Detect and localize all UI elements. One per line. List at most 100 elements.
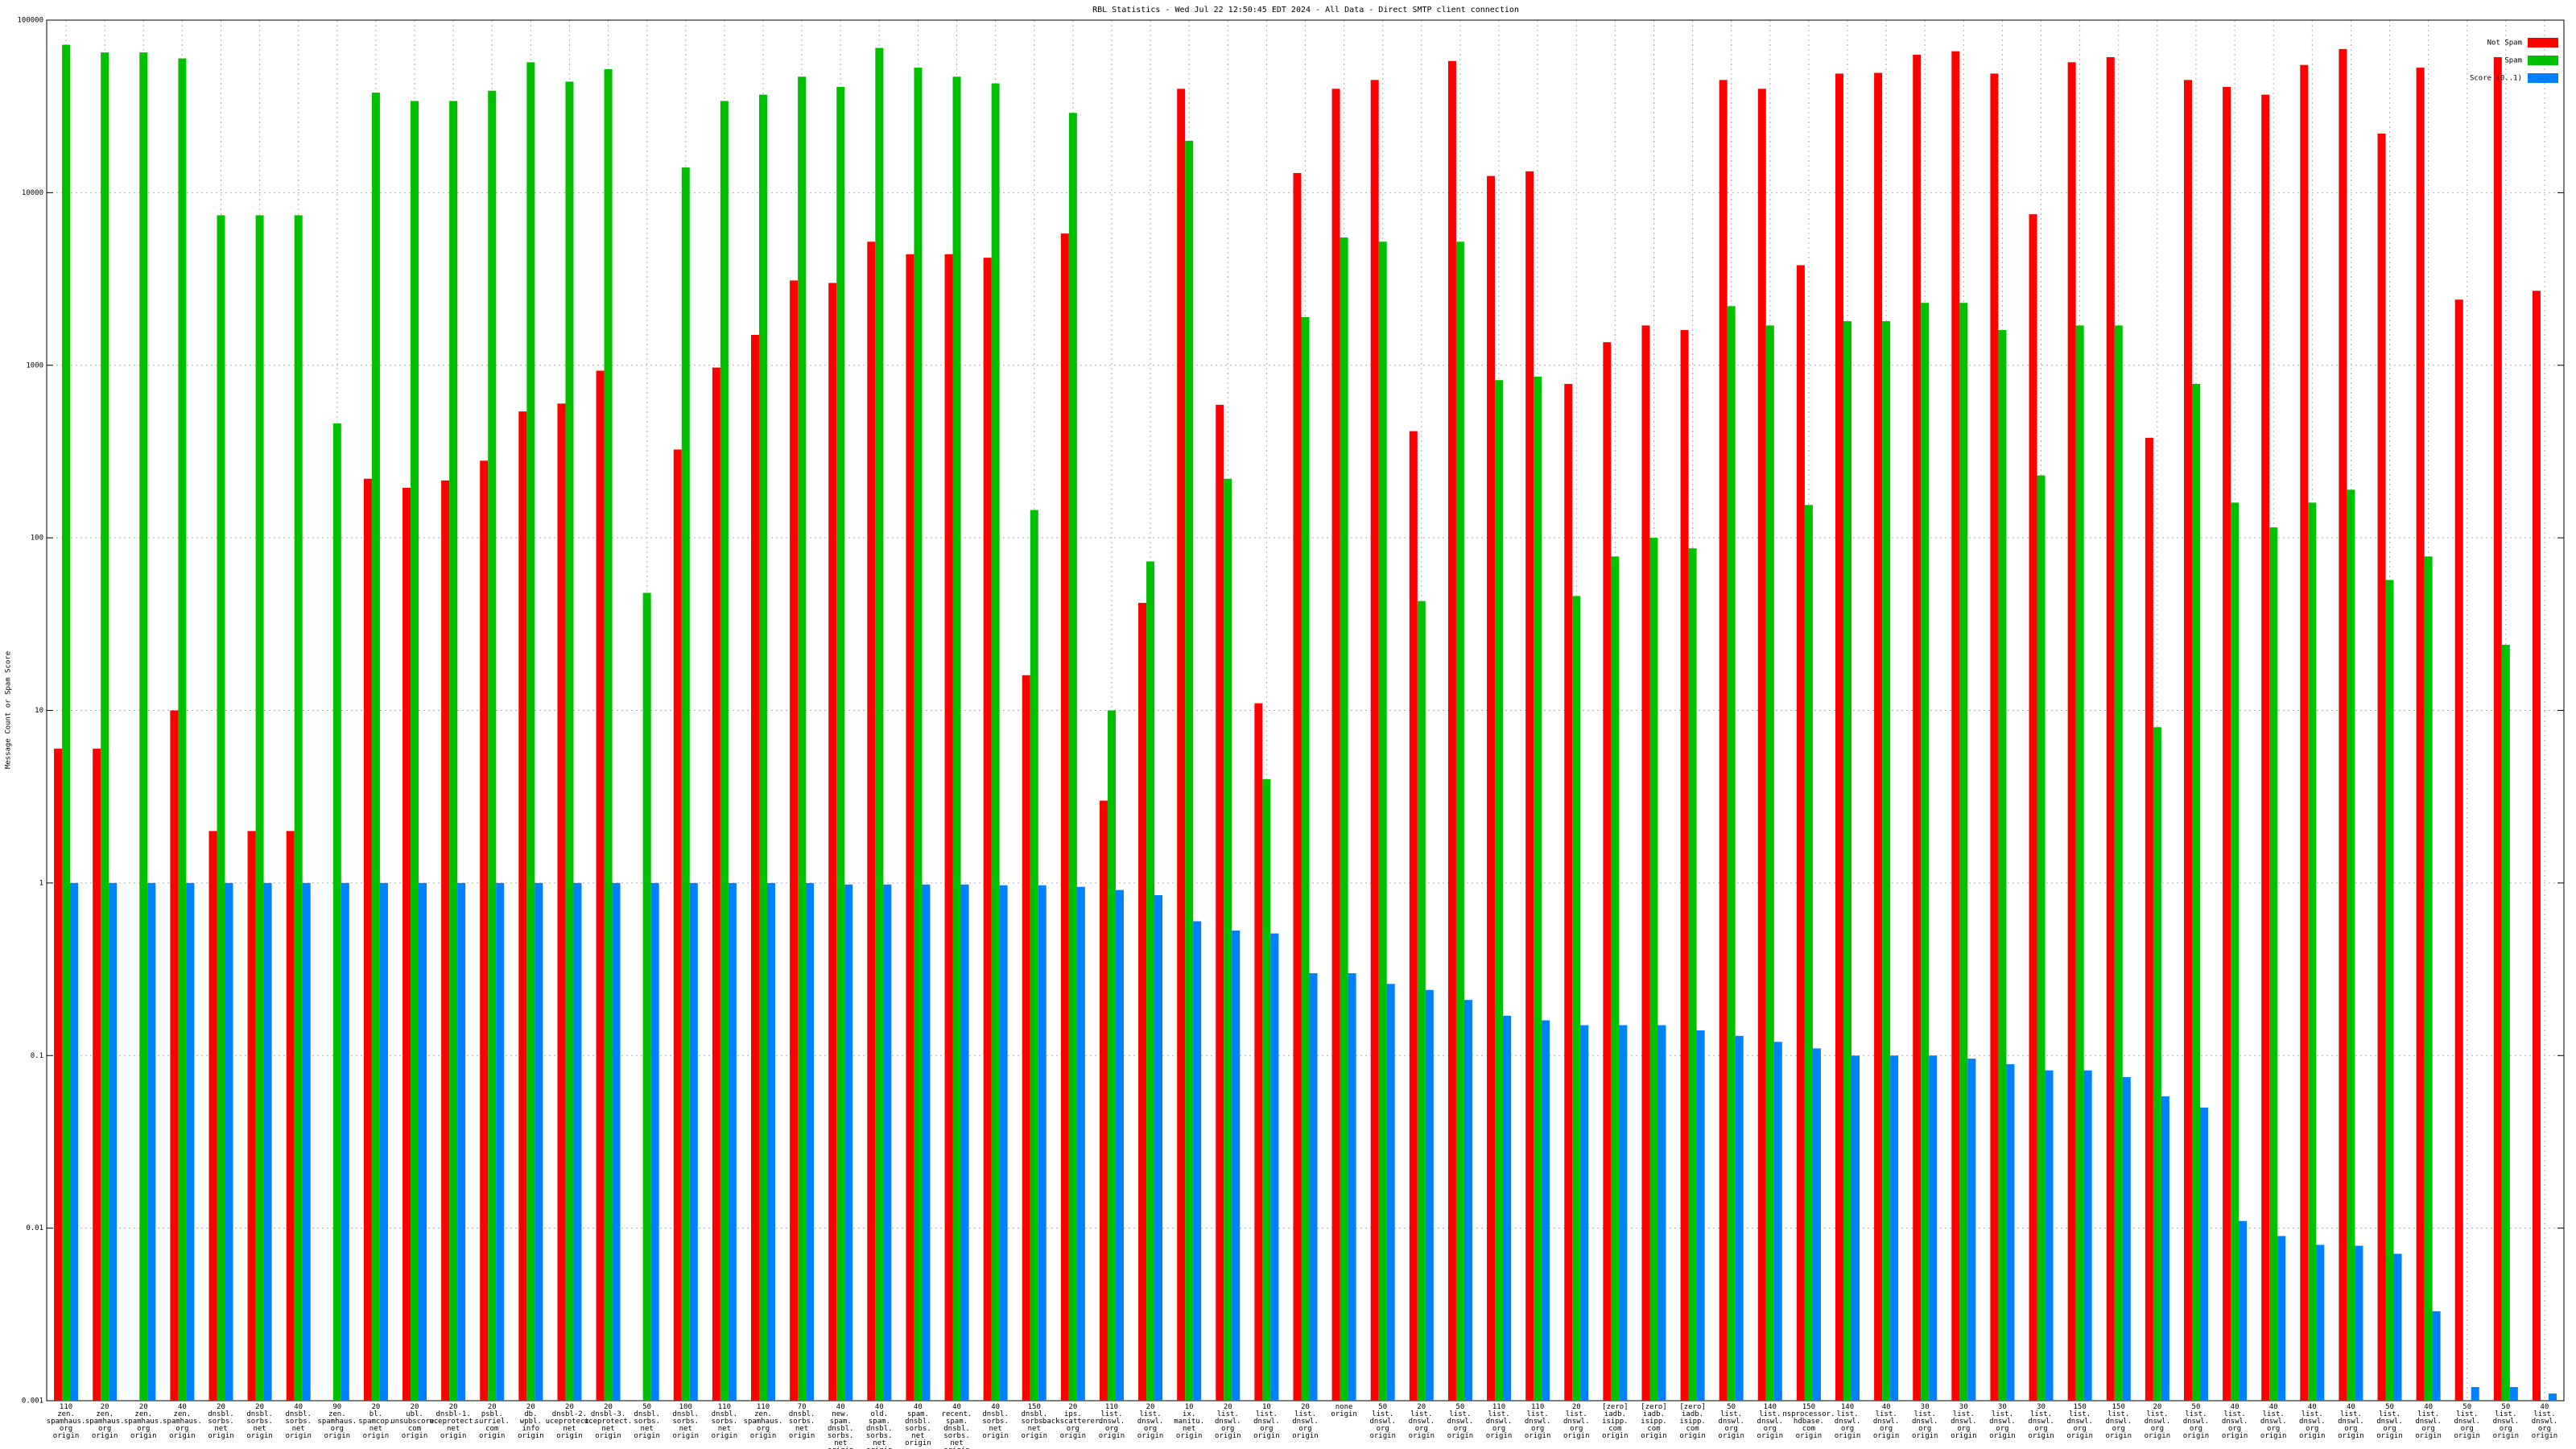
x-tick-label-line: 140 (1841, 1403, 1854, 1411)
x-tick-label-line: origin (208, 1432, 234, 1440)
bar (1232, 930, 1241, 1401)
x-tick-label: 20 list. dnswl. org origin (1215, 1403, 1241, 1440)
bar (2199, 1107, 2208, 1401)
bar (217, 215, 225, 1401)
x-tick-label-line: origin (363, 1432, 390, 1440)
bar (952, 76, 961, 1401)
bar (1603, 342, 1612, 1402)
x-tick-label-line: org (2190, 1425, 2202, 1433)
bar (922, 884, 931, 1401)
x-tick-label-line: origin (1253, 1432, 1280, 1440)
x-tick-label-line: list. (1527, 1410, 1549, 1418)
x-tick-label: 110 list. dnswl. org origin (1486, 1403, 1513, 1440)
x-tick-label-line: list. (1759, 1410, 1781, 1418)
x-tick-label-line: ubl. (406, 1410, 423, 1418)
x-tick-label-line: dnswl. (2222, 1418, 2248, 1426)
x-tick-label-line: dnswl. (2338, 1418, 2364, 1426)
x-tick-label: 50 list. dnswl. org origin (1718, 1403, 1744, 1440)
x-tick-label-line: sorbs. (828, 1432, 854, 1440)
x-tick-label-line: origin (2260, 1432, 2287, 1440)
x-tick-label-line: origin (2145, 1432, 2171, 1440)
bar (2493, 57, 2502, 1402)
x-tick-label-line: origin (440, 1432, 467, 1440)
x-tick-label-line: origin (1835, 1432, 1861, 1440)
x-tick-label-line: org (137, 1425, 150, 1433)
x-tick-label-line: recent. (942, 1410, 972, 1418)
bar (1727, 306, 1736, 1401)
x-tick-label: 20 list. dnswl. org origin (1563, 1403, 1590, 1440)
x-tick-label-line: iadb. (1682, 1410, 1703, 1418)
x-tick-label-line: 50 (1378, 1403, 1387, 1411)
x-tick-label-line: dnsbl. (712, 1410, 738, 1418)
x-tick-label-line: 50 (642, 1403, 651, 1411)
x-tick-label: 40 dnsbl. sorbs. net origin (982, 1403, 1009, 1440)
bar (255, 215, 264, 1401)
x-tick-label-line: origin (402, 1432, 428, 1440)
x-tick-label: 30 list. dnswl. org origin (1912, 1403, 1938, 1440)
x-tick-label-line: spamhaus. (124, 1418, 163, 1426)
x-tick-label: 20 list. dnswl. org origin (1292, 1403, 1319, 1440)
x-tick-label: 50 list. dnswl. org origin (2376, 1403, 2403, 1440)
bar (1649, 538, 1658, 1401)
bar (1309, 972, 1318, 1401)
bar (2191, 383, 2200, 1402)
x-tick-label-line: net (292, 1425, 305, 1433)
x-tick-label-line: 30 (2037, 1403, 2046, 1411)
bar (2114, 325, 2123, 1401)
bar (1060, 233, 1069, 1402)
x-tick-label-line: org (1918, 1425, 1931, 1433)
x-tick-label-line: origin (2222, 1432, 2248, 1440)
x-tick-label-line: dnsbl. (789, 1410, 815, 1418)
x-tick-label-line: dnswl. (2493, 1418, 2520, 1426)
x-tick-label: 10 ix. manitu. net origin (1174, 1403, 1204, 1440)
x-tick-label: 40 list. dnswl. org origin (2260, 1403, 2287, 1440)
legend-swatch (2528, 73, 2558, 83)
bar (1409, 431, 1418, 1402)
x-tick-label-line: list. (2069, 1410, 2091, 1418)
x-tick-label-line: list. (2301, 1410, 2323, 1418)
x-tick-label-line: sorbs. (1021, 1418, 1047, 1426)
x-tick-label: 90 zen. spamhaus. org origin (317, 1403, 357, 1440)
x-tick-label-line: 30 (1959, 1403, 1968, 1411)
bar (573, 882, 582, 1401)
x-tick-label-line: net (834, 1439, 847, 1447)
x-tick-label-line: dnswl. (1989, 1418, 2016, 1426)
x-tick-label: 40 list. dnswl. org origin (2532, 1403, 2558, 1440)
x-tick-label-line: old. (870, 1410, 888, 1418)
x-tick-label-line: 40 (2541, 1403, 2549, 1411)
x-tick-label-line: list. (1836, 1410, 1858, 1418)
x-tick-label-line: dnsbl. (673, 1410, 700, 1418)
x-tick-label-line: origin (518, 1432, 544, 1440)
y-tick-label: 0.01 (26, 1224, 43, 1232)
x-tick-label-line: org (1415, 1425, 1428, 1433)
x-tick-label-line: 50 (2192, 1403, 2201, 1411)
x-tick-label: 140 list. dnswl. org origin (1757, 1403, 1784, 1440)
x-tick-label-line: org (2228, 1425, 2241, 1433)
x-tick-label-line: origin (634, 1432, 660, 1440)
x-tick-label-line: spam. (869, 1418, 890, 1426)
bar (673, 449, 682, 1401)
x-tick-label-line: isipp. (1679, 1418, 1706, 1426)
x-tick-label: 50 list. dnswl. org origin (2454, 1403, 2480, 1440)
bar (1641, 325, 1650, 1401)
x-tick-label-line: 40 (1882, 1403, 1891, 1411)
y-tick-label: 100000 (17, 17, 43, 25)
x-tick-label-line: org (1377, 1425, 1389, 1433)
x-tick-label-line: 110 (60, 1403, 72, 1411)
x-tick-label-line: zen. (57, 1410, 75, 1418)
x-tick-label-line: origin (982, 1432, 1009, 1440)
x-tick-label-line: dnsbl. (828, 1425, 854, 1433)
x-tick-label-line: list. (2456, 1410, 2478, 1418)
x-tick-label: 40 spam. dnsbl. sorbs. net origin (905, 1403, 931, 1447)
x-tick-label-line: sorbs. (673, 1418, 700, 1426)
x-tick-label-line: origin (712, 1432, 738, 1440)
x-tick-label-line: 110 (1531, 1403, 1544, 1411)
bar (1030, 510, 1038, 1401)
x-tick-label-line: org (1764, 1425, 1777, 1433)
bar (402, 487, 411, 1401)
y-tick-label: 100 (31, 535, 43, 543)
bar (488, 90, 497, 1401)
x-tick-label-line: dnswl. (2028, 1418, 2054, 1426)
x-tick-label-line: origin (2299, 1432, 2326, 1440)
